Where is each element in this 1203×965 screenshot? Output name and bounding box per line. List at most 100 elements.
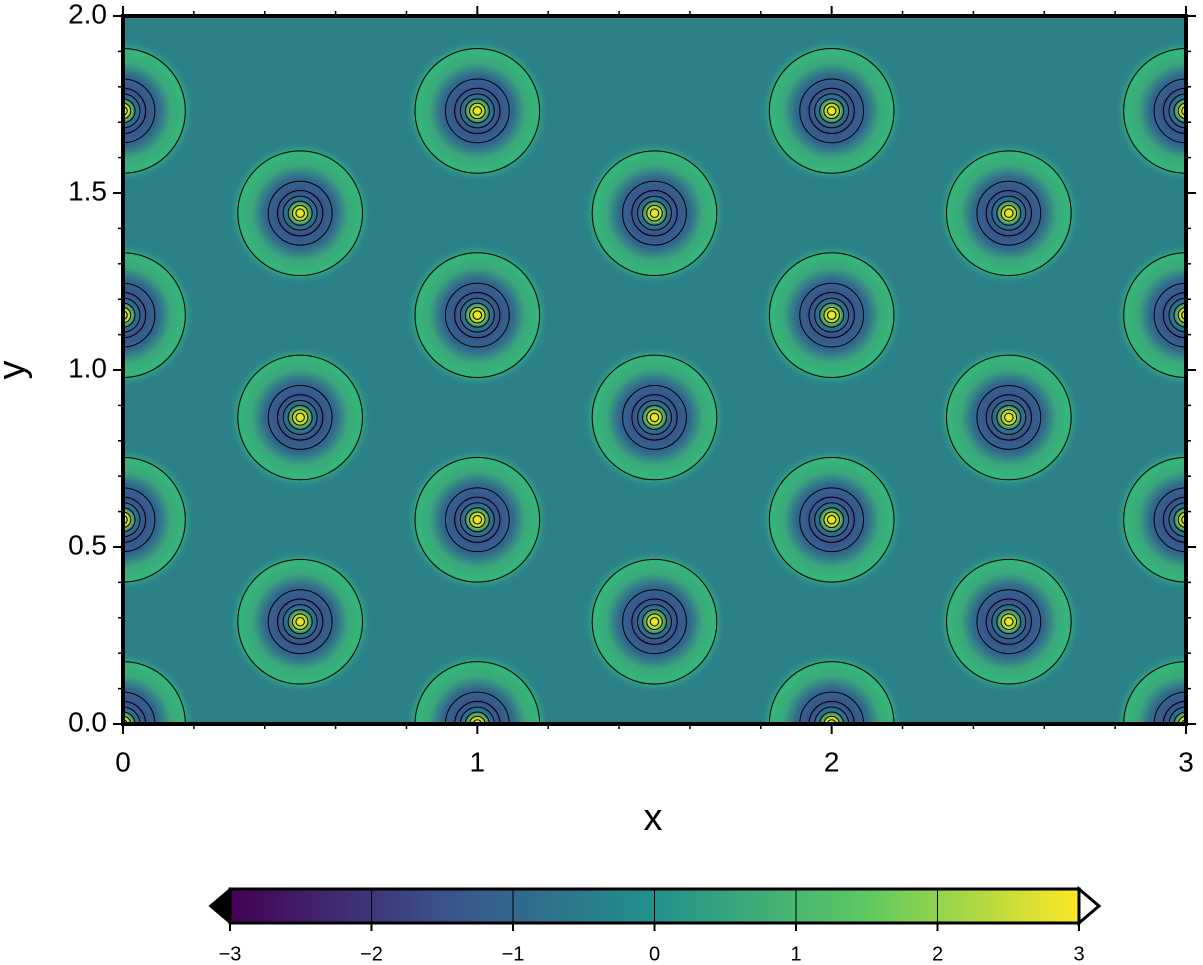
contour-line <box>814 93 850 129</box>
contour-line <box>295 616 305 627</box>
contour-line <box>996 200 1022 226</box>
contour-line <box>469 306 486 324</box>
peak <box>760 448 903 591</box>
contour-line <box>123 306 132 324</box>
contour-line <box>291 204 309 222</box>
contour-line <box>123 511 132 529</box>
contour-line <box>649 616 660 627</box>
peak <box>1115 40 1186 182</box>
contour-line <box>631 598 678 645</box>
contour-line <box>814 502 850 538</box>
contour-line <box>1004 412 1014 423</box>
contour-line <box>641 609 668 635</box>
contour-line <box>295 412 305 423</box>
contour-line <box>123 87 147 135</box>
contour-line <box>636 399 673 435</box>
contour-line <box>814 297 850 333</box>
y-tick-label: 0.5 <box>68 529 107 560</box>
contour-line <box>808 496 855 543</box>
peak <box>123 448 194 591</box>
y-axis-label: y <box>0 361 33 380</box>
contour-line <box>1181 310 1186 320</box>
contour-line <box>976 180 1042 246</box>
peak <box>406 448 549 591</box>
contour-line <box>631 190 678 237</box>
contour-line <box>641 200 668 226</box>
contour-line <box>291 409 309 426</box>
contour-line <box>819 98 845 124</box>
contour-line <box>991 604 1027 640</box>
contour-line <box>123 252 186 378</box>
contour-line <box>799 487 865 553</box>
colorbar-tick-label: −1 <box>502 943 525 965</box>
contour-line <box>123 48 186 174</box>
peak <box>1115 244 1186 386</box>
colorbar-low-triangle <box>208 886 231 926</box>
contour-line <box>459 93 495 129</box>
peak <box>760 653 903 724</box>
contour-line <box>1177 306 1186 324</box>
contour-line <box>631 394 678 441</box>
contour-line <box>295 208 305 218</box>
peak <box>406 653 549 724</box>
x-tick-label: 3 <box>1178 746 1194 777</box>
contour-line <box>123 487 156 553</box>
peak <box>937 142 1080 285</box>
contour-line <box>459 297 495 333</box>
contour-line <box>276 598 324 645</box>
contour-line <box>282 399 318 435</box>
contour-line <box>414 456 541 583</box>
contour-line <box>591 558 718 685</box>
contour-field <box>123 16 1186 724</box>
contour-line <box>237 354 364 481</box>
contour-line <box>808 87 855 135</box>
contour-line <box>464 507 490 533</box>
contour-line <box>414 252 541 378</box>
contour-line <box>826 106 837 116</box>
contour-line <box>799 78 865 144</box>
contour-line <box>649 412 660 423</box>
peak <box>583 346 726 489</box>
peak <box>583 142 726 285</box>
contour-line <box>768 48 895 174</box>
contour-line <box>808 700 855 724</box>
contour-line <box>768 456 895 583</box>
contour-line <box>267 180 333 246</box>
peak <box>1115 653 1186 724</box>
contour-line <box>469 102 486 120</box>
peak <box>229 550 372 693</box>
peak <box>1115 448 1186 591</box>
contour-line <box>472 310 483 320</box>
contour-line <box>814 706 850 724</box>
peak <box>937 550 1080 693</box>
contour-line <box>444 78 510 144</box>
peak <box>406 244 549 386</box>
contour-line <box>464 98 490 124</box>
contour-line <box>472 106 483 116</box>
contour-line <box>819 302 845 328</box>
contour-line <box>444 282 510 348</box>
contour-line <box>591 150 718 277</box>
colorbar-tick-label: 0 <box>649 943 660 965</box>
contour-line <box>287 200 313 226</box>
contour-line <box>985 598 1033 645</box>
contour-line <box>459 502 495 538</box>
contour-line <box>282 604 318 640</box>
peak <box>123 40 194 182</box>
contour-line <box>799 282 865 348</box>
contour-line <box>591 354 718 481</box>
contour-line <box>622 589 687 655</box>
contour-line <box>123 282 156 348</box>
contour-line <box>123 496 147 543</box>
contour-line <box>646 613 663 630</box>
contour-line <box>1000 409 1018 426</box>
y-tick-label: 0.0 <box>68 706 107 737</box>
peak <box>760 244 903 386</box>
contour-line <box>267 385 333 450</box>
contour-line <box>444 487 510 553</box>
colorbar-tick-label: −2 <box>360 943 383 965</box>
contour-line <box>123 102 132 120</box>
contour-line <box>1177 511 1186 529</box>
peak <box>229 346 372 489</box>
